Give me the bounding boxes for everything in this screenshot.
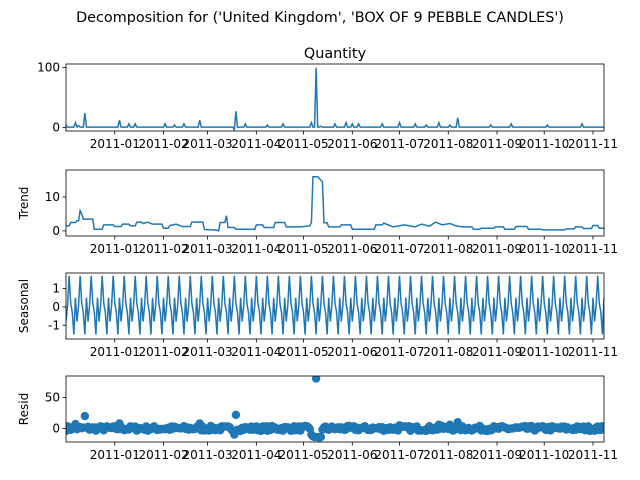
x-tick-label: 2011-05 — [278, 137, 328, 151]
y-tick-label: 1 — [52, 282, 60, 296]
plot-area — [66, 275, 604, 335]
resid-point — [231, 410, 241, 420]
panel-3: -1012011-012011-022011-032011-042011-052… — [17, 272, 618, 359]
x-tick-label: 2011-02 — [138, 448, 188, 462]
x-tick-label: 2011-01 — [90, 345, 140, 359]
x-tick-label: 2011-04 — [231, 448, 281, 462]
plot-area — [66, 376, 604, 442]
plot-area — [66, 67, 604, 131]
x-tick-label: 2011-08 — [423, 345, 473, 359]
y-tick-label: 0 — [52, 421, 60, 435]
x-tick-label: 2011-05 — [278, 242, 328, 256]
x-tick-label: 2011-07 — [374, 242, 424, 256]
panel-title: Quantity — [304, 46, 367, 62]
panel-4: 0502011-012011-022011-032011-042011-0520… — [17, 375, 618, 462]
x-tick-label: 2011-07 — [374, 137, 424, 151]
resid-point — [80, 411, 90, 421]
x-tick-label: 2011-03 — [183, 448, 233, 462]
x-tick-label: 2011-08 — [423, 448, 473, 462]
y-axis-label: Trend — [17, 187, 31, 221]
x-tick-label: 2011-10 — [519, 448, 569, 462]
y-tick-label: 10 — [45, 190, 60, 204]
x-tick-label: 2011-03 — [183, 242, 233, 256]
x-tick-label: 2011-03 — [183, 137, 233, 151]
y-tick-label: 0 — [52, 300, 60, 314]
axes-frame — [65, 169, 605, 237]
x-tick-label: 2011-09 — [472, 448, 522, 462]
panel-1: 01002011-012011-022011-032011-042011-052… — [37, 46, 618, 151]
y-tick-label: -1 — [48, 318, 60, 332]
x-tick-label: 2011-09 — [472, 242, 522, 256]
x-tick-label: 2011-11 — [568, 137, 618, 151]
x-tick-label: 2011-07 — [374, 448, 424, 462]
panel-2: 0102011-012011-022011-032011-042011-0520… — [17, 169, 618, 256]
x-tick-label: 2011-01 — [90, 137, 140, 151]
y-tick-label: 0 — [52, 120, 60, 134]
seasonal-line — [66, 275, 604, 335]
series-line — [66, 67, 604, 131]
x-tick-label: 2011-09 — [472, 137, 522, 151]
x-tick-label: 2011-10 — [519, 137, 569, 151]
x-tick-label: 2011-09 — [472, 345, 522, 359]
x-tick-label: 2011-02 — [138, 242, 188, 256]
x-tick-label: 2011-08 — [423, 137, 473, 151]
series-line — [66, 176, 604, 232]
axes-frame — [65, 272, 605, 340]
x-tick-label: 2011-02 — [138, 345, 188, 359]
x-tick-label: 2011-04 — [231, 242, 281, 256]
resid-point — [316, 432, 326, 442]
axes-frame — [65, 63, 605, 132]
x-tick-label: 2011-06 — [327, 242, 377, 256]
x-tick-label: 2011-01 — [90, 448, 140, 462]
x-tick-label: 2011-05 — [278, 345, 328, 359]
y-axis-label: Resid — [17, 393, 31, 425]
y-tick-label: 0 — [52, 224, 60, 238]
y-tick-label: 50 — [45, 391, 60, 405]
x-tick-label: 2011-03 — [183, 345, 233, 359]
x-tick-label: 2011-04 — [231, 345, 281, 359]
x-tick-label: 2011-10 — [519, 242, 569, 256]
x-tick-label: 2011-07 — [374, 345, 424, 359]
x-tick-label: 2011-11 — [568, 448, 618, 462]
x-tick-label: 2011-06 — [327, 345, 377, 359]
axes-frame — [65, 375, 605, 443]
y-axis-label: Seasonal — [17, 279, 31, 333]
x-tick-label: 2011-08 — [423, 242, 473, 256]
x-tick-label: 2011-05 — [278, 448, 328, 462]
x-tick-label: 2011-11 — [568, 345, 618, 359]
x-tick-label: 2011-04 — [231, 137, 281, 151]
x-tick-label: 2011-10 — [519, 345, 569, 359]
x-tick-label: 2011-02 — [138, 137, 188, 151]
resid-point — [311, 376, 321, 383]
resid-point — [599, 423, 604, 432]
plot-area — [66, 176, 604, 232]
y-tick-label: 100 — [37, 61, 60, 75]
x-tick-label: 2011-06 — [327, 137, 377, 151]
x-tick-label: 2011-11 — [568, 242, 618, 256]
x-tick-label: 2011-01 — [90, 242, 140, 256]
x-tick-label: 2011-06 — [327, 448, 377, 462]
panels: 01002011-012011-022011-032011-042011-052… — [17, 46, 618, 462]
figure-title: Decomposition for ('United Kingdom', 'BO… — [76, 10, 564, 26]
